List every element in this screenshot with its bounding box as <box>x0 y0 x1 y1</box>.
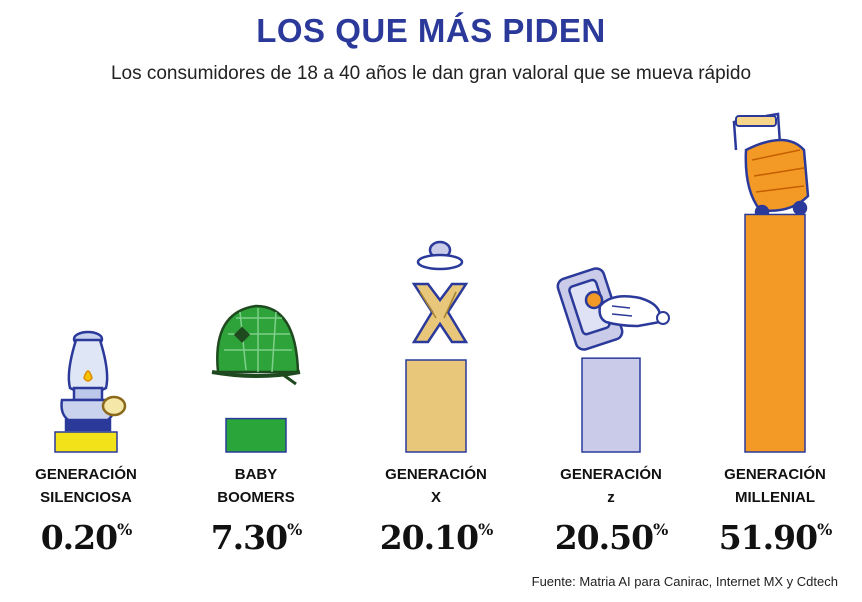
category-label-line: GENERACIÓN <box>35 466 137 483</box>
value-unit: % <box>817 520 832 539</box>
category-label-line: GENERACIÓN <box>385 466 487 483</box>
chart-subtitle: Los consumidores de 18 a 40 años le dan … <box>110 63 752 84</box>
chart-title: LOS QUE MÁS PIDEN <box>256 12 606 49</box>
bar-1 <box>54 431 118 453</box>
category-label-line: BOOMERS <box>217 489 295 506</box>
value-unit: % <box>117 520 132 539</box>
bar-2 <box>225 417 287 453</box>
walkman-x-icon <box>411 240 469 344</box>
category-label-line: GENERACIÓN <box>560 466 662 483</box>
bar-3 <box>405 359 467 453</box>
bar-5 <box>744 213 806 453</box>
value-number: 0.20 <box>40 518 118 557</box>
value-label: 7.30% <box>171 518 341 557</box>
category-label-line: GENERACIÓN <box>724 466 826 483</box>
smartphone-hand-icon <box>556 267 670 351</box>
category-label: GENERACIÓN z <box>526 463 696 509</box>
value-number: 51.90 <box>718 518 818 557</box>
bars-group <box>54 213 806 453</box>
value-label: 0.20% <box>1 518 171 557</box>
category-label: GENERACIÓN X <box>351 463 521 509</box>
suitcase-icon <box>732 112 810 220</box>
bar-4 <box>581 357 641 453</box>
value-unit: % <box>287 520 302 539</box>
category-label-line: MILLENIAL <box>735 489 815 506</box>
value-unit: % <box>653 520 668 539</box>
value-label: 20.10% <box>351 518 521 557</box>
category-label-line: BABY <box>234 466 278 483</box>
category-label-line: SILENCIOSA <box>40 489 132 506</box>
value-label: 51.90% <box>690 518 860 557</box>
value-label: 20.50% <box>526 518 696 557</box>
value-number: 20.50 <box>554 518 654 557</box>
army-helmet-icon <box>211 304 301 386</box>
category-label-line: X <box>430 489 441 506</box>
source-note: Fuente: Matria AI para Canirac, Internet… <box>531 574 838 589</box>
category-label: BABY BOOMERS <box>171 463 341 509</box>
oil-lamp-icon <box>60 330 127 432</box>
value-unit: % <box>478 520 493 539</box>
value-number: 7.30 <box>210 518 288 557</box>
category-label: GENERACIÓN SILENCIOSA <box>1 463 171 509</box>
category-label: GENERACIÓN MILLENIAL <box>690 463 860 509</box>
category-label-line: z <box>607 489 615 506</box>
value-number: 20.10 <box>379 518 479 557</box>
